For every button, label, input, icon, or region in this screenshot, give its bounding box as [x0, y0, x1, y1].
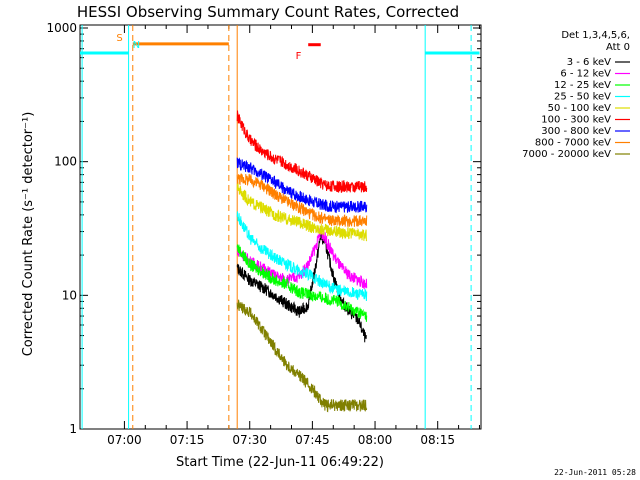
- legend-title: Att 0: [606, 42, 630, 53]
- legend-label: 3 - 6 keV: [567, 57, 611, 68]
- series-line: [236, 211, 368, 302]
- y-tick-label: 1: [69, 422, 77, 436]
- annotations: SN F: [116, 33, 301, 62]
- legend-label: 100 - 300 keV: [541, 115, 611, 126]
- y-tick-label: 100: [54, 155, 77, 169]
- y-tick-label: 10: [62, 288, 77, 302]
- x-tick-label: 08:00: [358, 433, 393, 447]
- x-axis-label: Start Time (22-Jun-11 06:49:22): [176, 455, 384, 470]
- x-tick-label: 07:15: [170, 433, 205, 447]
- annotation-label: N: [133, 40, 140, 51]
- segments: [80, 42, 480, 55]
- chart-title: HESSI Observing Summary Count Rates, Cor…: [77, 3, 459, 21]
- legend-label: 7000 - 20000 keV: [522, 149, 611, 160]
- series-line: [236, 244, 368, 322]
- series-line: [236, 299, 368, 413]
- legend-title: Det 1,3,4,5,6,: [561, 30, 630, 41]
- legend-label: 12 - 25 keV: [554, 80, 611, 91]
- vertical-markers: [81, 25, 472, 429]
- plot-frame: [79, 24, 482, 430]
- series-group: [236, 110, 368, 413]
- x-tick-label: 07:45: [295, 433, 330, 447]
- y-axis-label: Corrected Count Rate (s⁻¹ detector⁻¹): [21, 112, 36, 357]
- series-line: [236, 231, 368, 343]
- series-line: [236, 110, 368, 193]
- x-tick-label: 07:00: [107, 433, 142, 447]
- legend-label: 300 - 800 keV: [541, 126, 611, 137]
- series-line: [236, 182, 368, 242]
- series-line: [236, 157, 368, 214]
- x-tick-label: 08:15: [420, 433, 455, 447]
- legend-label: 25 - 50 keV: [554, 92, 611, 103]
- series-line: [236, 172, 368, 228]
- footer-timestamp: 22-Jun-2011 05:28: [554, 468, 636, 477]
- legend-label: 800 - 7000 keV: [535, 138, 611, 149]
- y-tick-label: 1000: [46, 21, 77, 35]
- x-tick-label: 07:30: [232, 433, 267, 447]
- ticks: 07:00 07:15 07:30 07:45 08:00 08:15 1 10 100 1000: [46, 21, 481, 447]
- legend-label: 50 - 100 keV: [548, 103, 612, 114]
- legend-label: 6 - 12 keV: [560, 69, 611, 80]
- annotation-label: S: [116, 33, 122, 44]
- annotation-label: F: [296, 51, 302, 62]
